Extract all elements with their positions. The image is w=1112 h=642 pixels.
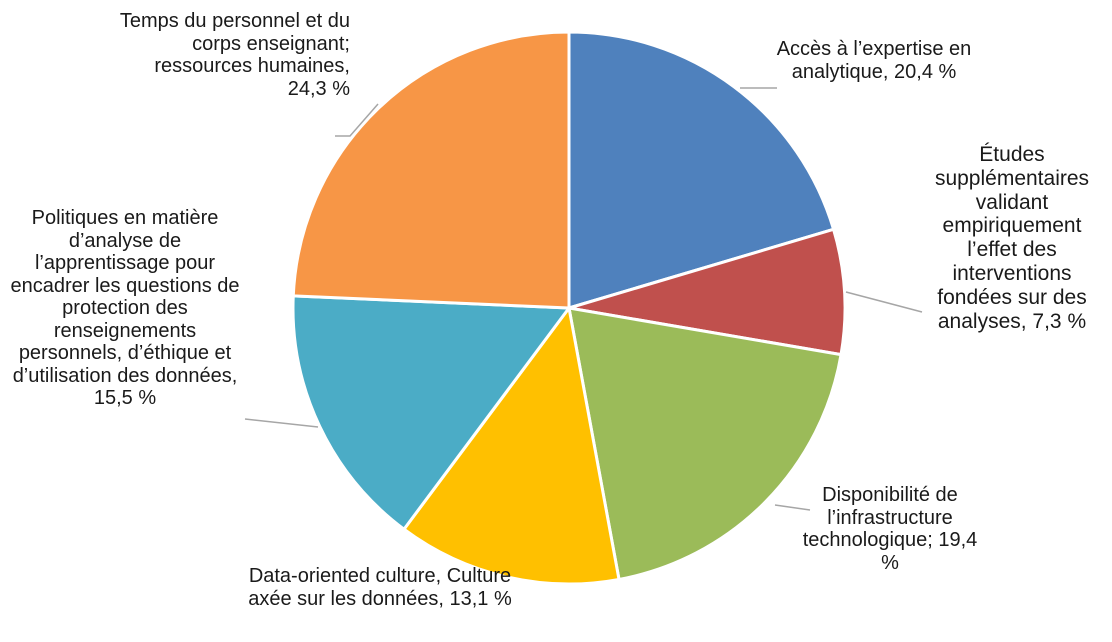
- slice-label-5: Temps du personnel et du corps enseignan…: [119, 10, 350, 100]
- pie-slice-1: [567, 227, 847, 357]
- slice-label-3: Data-oriented culture, Culture axée sur …: [248, 565, 512, 610]
- slice-label-1: Études supplémentaires validant empiriqu…: [934, 143, 1090, 333]
- pie-slice-5: [291, 30, 571, 310]
- pie-slices: [291, 30, 847, 586]
- pie-slice-4: [291, 294, 571, 531]
- leader-line-2: [774, 504, 811, 511]
- slice-label-0: Accès à l’expertise en analytique, 20,4 …: [776, 38, 972, 83]
- pie-slice-0: [567, 30, 836, 310]
- slice-label-2: Disponibilité de l’infrastructure techno…: [802, 484, 978, 574]
- slice-label-4: Politiques en matière d’analyse de l’app…: [10, 207, 240, 409]
- pie-slice-3: [402, 306, 621, 586]
- leader-line-1: [845, 291, 923, 313]
- leader-line-5: [335, 103, 379, 137]
- pie-slice-2: [567, 306, 843, 581]
- leader-lines: [244, 87, 923, 511]
- leader-line-4: [244, 418, 319, 428]
